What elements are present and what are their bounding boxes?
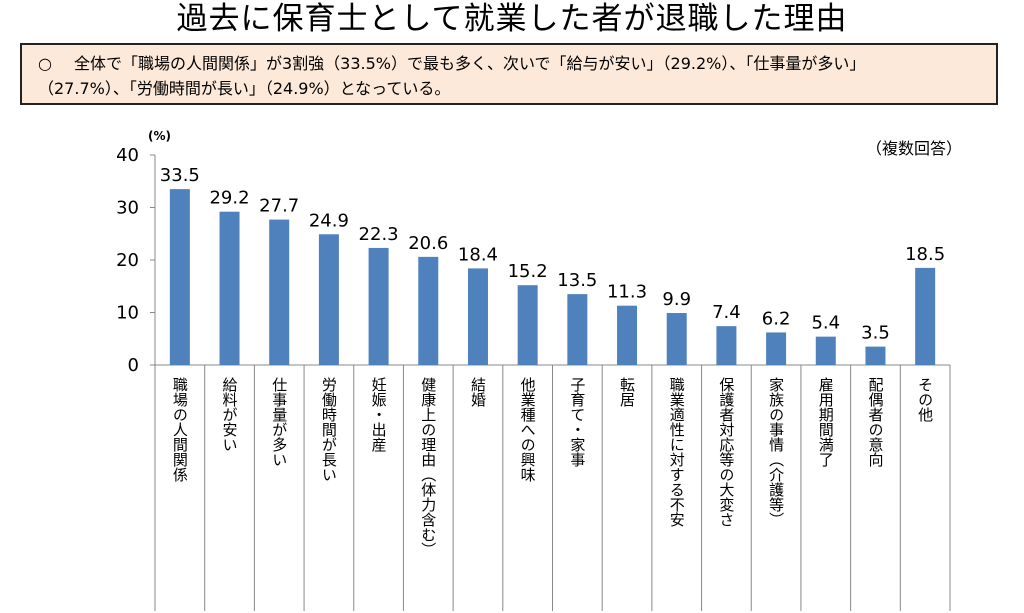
bar-value-label: 3.5 [861,323,890,344]
bar [666,313,687,365]
bar-value-label: 20.6 [408,233,448,254]
category-label: 配偶者の意向 [866,377,884,467]
summary-line-1: ○ 全体で「職場の人間関係」が3割強（33.5%）で最も多く、次いで「給与が安い」… [38,51,984,76]
y-tick-label: 30 [116,198,139,219]
y-tick-label: 10 [116,303,139,324]
chart-title: 過去に保育士として就業した者が退職した理由 [176,1,848,37]
bar-value-label: 9.9 [662,289,691,310]
bar-value-label: 5.4 [811,313,840,334]
category-label: 保護者対応等の大変さ [717,377,735,527]
bar [517,285,538,365]
bar-value-label: 27.7 [259,196,299,217]
bar [467,268,488,365]
y-tick-label: 20 [116,250,139,271]
bar-value-label: 29.2 [209,188,249,209]
bar [617,305,638,365]
summary-box: ○ 全体で「職場の人間関係」が3割強（33.5%）で最も多く、次いで「給与が安い」… [20,43,998,105]
category-label: 雇用期間満了 [817,377,835,467]
category-label: 健康上の理由（体力含む） [419,377,437,557]
bar-value-label: 13.5 [557,270,597,291]
bar [219,211,240,365]
category-label: 結婚 [469,377,487,407]
bar-value-label: 18.4 [458,244,498,265]
multiple-answers-note: （複数回答） [866,139,963,158]
category-label: その他 [916,377,934,423]
category-label: 転居 [618,377,636,407]
category-label: 家族の事情（介護等） [767,377,785,527]
category-label: 職場の人間関係 [171,377,189,483]
y-tick-label: 0 [128,355,139,376]
category-label: 給料が安い [221,377,239,452]
bar [169,189,190,365]
bar [716,326,737,365]
bar-value-label: 33.5 [160,165,200,186]
bar [815,336,836,365]
bar [766,332,787,365]
summary-text-1: 全体で「職場の人間関係」が3割強（33.5%）で最も多く、次いで「給与が安い」（… [74,54,866,73]
bar-value-label: 18.5 [905,244,945,265]
bar [865,346,886,365]
bar [368,247,389,365]
bar [915,267,936,365]
summary-line-2: （27.7%）、「労働時間が長い」（24.9%）となっている。 [38,79,451,98]
bar [269,219,290,365]
bar-value-label: 11.3 [607,282,647,303]
category-label: 子育て・家事 [568,377,586,467]
summary-bullet: ○ [38,54,52,73]
category-label: 妊娠・出産 [370,377,388,453]
bar-value-label: 6.2 [762,308,791,329]
bar [418,256,439,365]
bar-value-label: 22.3 [359,224,399,245]
y-tick-label: 40 [116,145,139,166]
category-label: 他業種への興味 [519,377,537,482]
category-label: 仕事量が多い [270,377,288,467]
y-axis-unit: (%) [148,129,171,143]
category-label: 職業適性に対する不安 [668,377,686,527]
bar [567,294,588,365]
bar-value-label: 15.2 [508,261,548,282]
bar-value-label: 7.4 [712,302,741,323]
category-label: 労働時間が長い [320,377,338,482]
bar [318,234,339,365]
bar-value-label: 24.9 [309,210,349,231]
